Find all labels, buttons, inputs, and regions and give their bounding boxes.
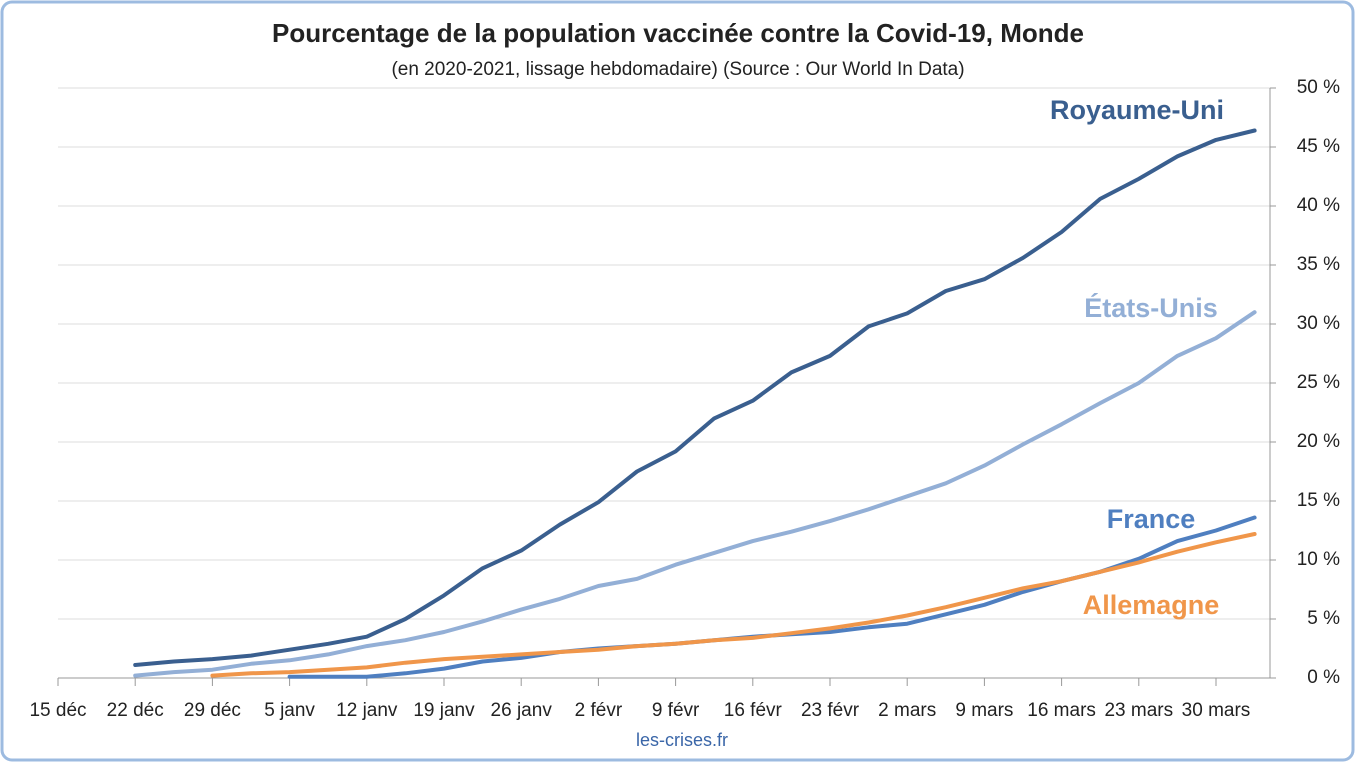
series-label: Allemagne (1083, 590, 1220, 620)
x-tick-label: 2 févr (575, 700, 623, 721)
x-tick-label: 30 mars (1182, 700, 1251, 721)
y-tick-label: 10 % (1297, 549, 1340, 570)
series-line (133, 310, 1257, 678)
series-label: États-Unis (1084, 292, 1218, 323)
y-tick-label: 40 % (1297, 195, 1340, 216)
chart-title: Pourcentage de la population vaccinée co… (272, 18, 1084, 48)
x-tick-label: 23 févr (801, 700, 860, 721)
chart-subtitle: (en 2020-2021, lissage hebdomadaire) (So… (391, 59, 964, 80)
series-line (133, 128, 1257, 667)
x-tick-label: 15 déc (29, 700, 86, 721)
series-label: Royaume-Uni (1050, 95, 1224, 125)
series-label: France (1107, 504, 1196, 534)
x-tick-label: 29 déc (184, 700, 241, 721)
x-tick-label: 26 janv (491, 700, 553, 721)
x-tick-label: 9 mars (955, 700, 1013, 721)
x-tick-label: 12 janv (336, 700, 398, 721)
x-tick-label: 22 déc (107, 700, 164, 721)
y-tick-label: 35 % (1297, 254, 1340, 275)
x-tick-label: 19 janv (413, 700, 475, 721)
x-tick-label: 2 mars (878, 700, 936, 721)
y-tick-label: 45 % (1297, 136, 1340, 157)
x-tick-label: 5 janv (264, 700, 315, 721)
y-tick-label: 30 % (1297, 313, 1340, 334)
x-tick-label: 9 févr (652, 700, 700, 721)
y-tick-label: 50 % (1297, 77, 1340, 98)
series-line (210, 532, 1257, 678)
y-tick-label: 5 % (1307, 608, 1340, 629)
source: les-crises.fr (636, 730, 728, 750)
x-tick-label: 16 mars (1027, 700, 1096, 721)
y-tick-label: 0 % (1307, 667, 1340, 688)
y-tick-label: 20 % (1297, 431, 1340, 452)
y-tick-label: 25 % (1297, 372, 1340, 393)
x-tick-label: 16 févr (724, 700, 783, 721)
x-tick-label: 23 mars (1104, 700, 1173, 721)
y-tick-label: 15 % (1297, 490, 1340, 511)
